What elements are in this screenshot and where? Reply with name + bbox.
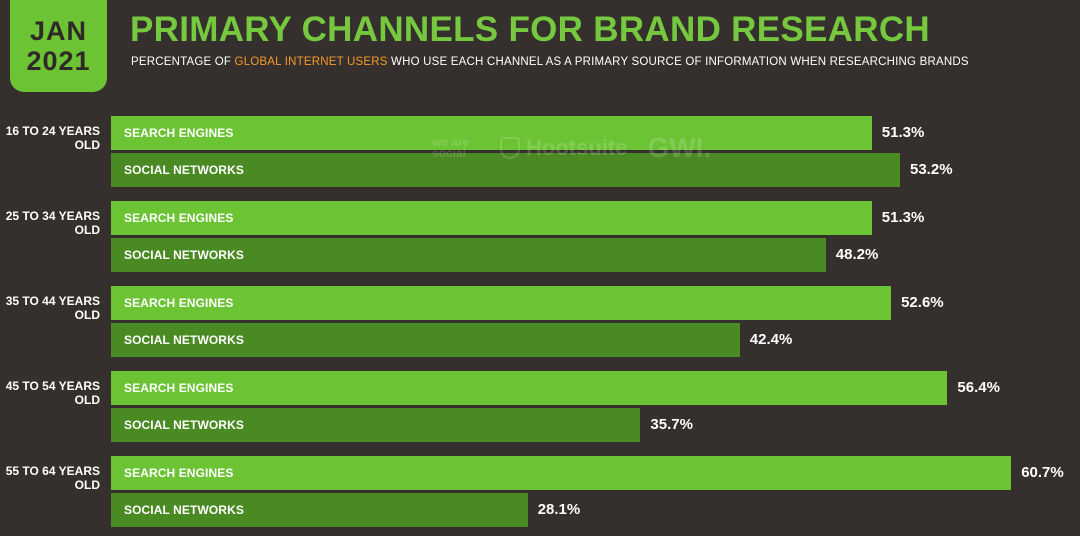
- bar-series-label: SOCIAL NETWORKS: [124, 333, 244, 347]
- bar: [111, 116, 872, 150]
- data-label: 52.6%: [901, 294, 944, 311]
- bar-series-label: SEARCH ENGINES: [124, 296, 234, 310]
- data-label: 53.2%: [910, 161, 953, 178]
- data-label: 28.1%: [537, 501, 581, 518]
- bar: [111, 408, 641, 442]
- age-group-label: 35 TO 44 YEARS OLD: [5, 294, 100, 322]
- age-group-label: 45 TO 54 YEARS OLD: [5, 379, 100, 407]
- data-label: 51.3%: [881, 209, 925, 226]
- bar-series-label: SOCIAL NETWORKS: [124, 163, 244, 177]
- bar: [111, 371, 948, 405]
- bar: [111, 201, 872, 235]
- watermark: we are social Hootsuite GWI.: [432, 132, 711, 164]
- subtitle-post: WHO USE EACH CHANNEL AS A PRIMARY SOURCE…: [387, 56, 969, 68]
- age-group-label: 55 TO 64 YEARS OLD: [5, 464, 100, 492]
- date-badge: JAN 2021: [10, 0, 107, 92]
- bar-series-label: SOCIAL NETWORKS: [124, 503, 244, 517]
- age-group-label: 16 TO 24 YEARS OLD: [5, 124, 100, 152]
- bar-series-label: SEARCH ENGINES: [124, 211, 234, 225]
- bar: [111, 238, 826, 272]
- bar: [111, 493, 528, 527]
- wearesocial-logo: we are social: [432, 135, 470, 160]
- bar: [111, 153, 900, 187]
- bar-series-label: SEARCH ENGINES: [124, 381, 234, 395]
- hootsuite-text: Hootsuite: [526, 135, 628, 160]
- chart-subtitle: PERCENTAGE OF GLOBAL INTERNET USERS WHO …: [131, 56, 969, 68]
- hootsuite-owl-icon: [500, 137, 520, 159]
- data-label: 35.7%: [650, 416, 693, 433]
- bar-series-label: SEARCH ENGINES: [124, 466, 234, 480]
- gwi-logo: GWI.: [647, 132, 712, 163]
- bar: [111, 456, 1012, 490]
- chart-title: PRIMARY CHANNELS FOR BRAND RESEARCH: [130, 10, 930, 49]
- data-label: 60.7%: [1021, 464, 1064, 481]
- bar-series-label: SOCIAL NETWORKS: [124, 418, 244, 432]
- bar-series-label: SOCIAL NETWORKS: [124, 248, 244, 262]
- bar: [111, 323, 740, 357]
- data-label: 56.4%: [957, 379, 1000, 396]
- age-group-label: 25 TO 34 YEARS OLD: [5, 209, 100, 237]
- subtitle-pre: PERCENTAGE OF: [131, 56, 235, 68]
- data-label: 48.2%: [835, 246, 879, 263]
- hootsuite-logo: Hootsuite: [500, 135, 627, 161]
- bar-series-label: SEARCH ENGINES: [124, 126, 234, 140]
- subtitle-highlight: GLOBAL INTERNET USERS: [234, 56, 388, 68]
- data-label: 51.3%: [881, 124, 925, 141]
- date-month: JAN: [29, 16, 87, 46]
- bar: [111, 286, 892, 320]
- date-year: 2021: [26, 46, 91, 76]
- data-label: 42.4%: [749, 331, 793, 348]
